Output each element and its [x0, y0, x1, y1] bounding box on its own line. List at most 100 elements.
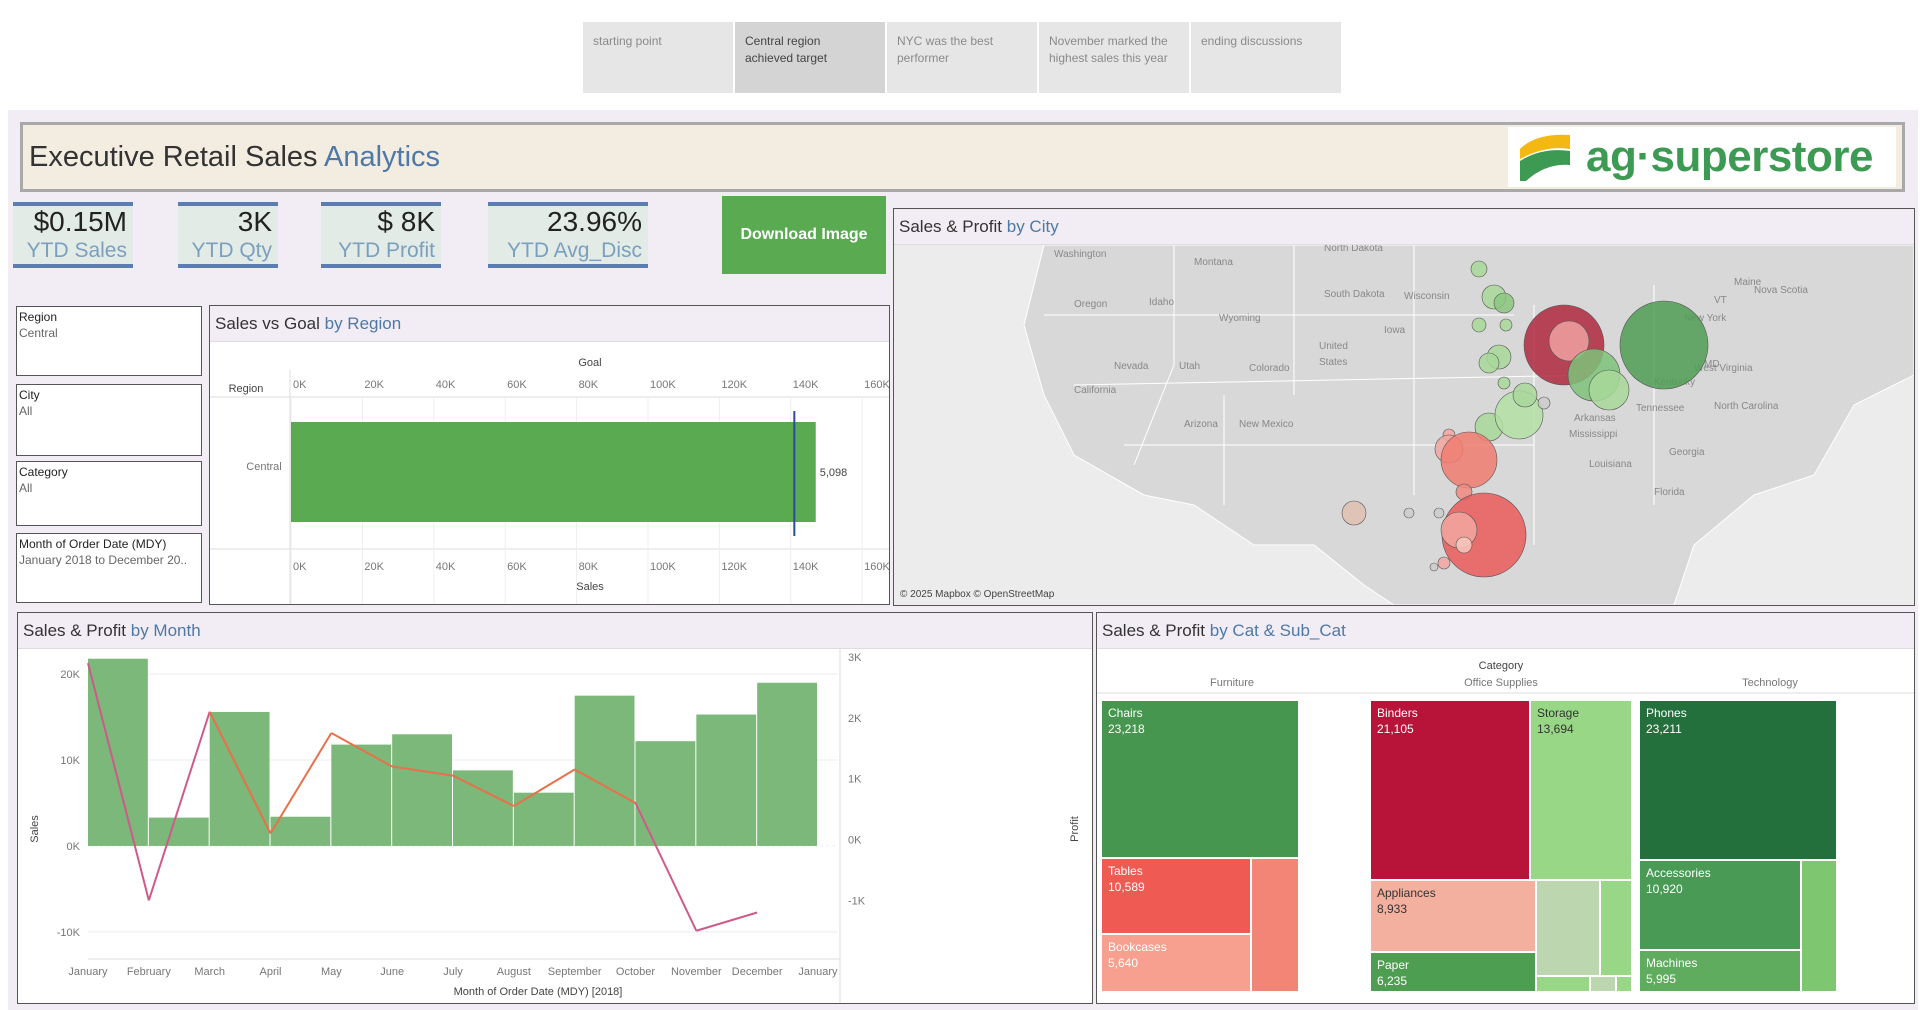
story-tab-label: starting point — [593, 34, 662, 48]
filter-value: All — [19, 481, 33, 495]
kpi-value: 23.96% — [547, 206, 642, 237]
tile-phones[interactable] — [1640, 701, 1836, 859]
tile-furnishings[interactable] — [1252, 859, 1298, 991]
city-bubble[interactable] — [1429, 562, 1439, 572]
map-place-label: West Virginia — [1694, 363, 1753, 374]
city-bubble[interactable] — [1478, 352, 1500, 374]
sales-bar[interactable] — [757, 682, 817, 846]
city-bubble[interactable] — [1455, 536, 1473, 554]
x-tick-label: December — [732, 966, 783, 978]
sales-bar[interactable] — [392, 734, 452, 846]
city-bubble[interactable] — [1548, 320, 1590, 362]
profit-segment[interactable] — [269, 732, 333, 834]
tile-envelopes[interactable] — [1537, 977, 1589, 991]
filter-city[interactable]: City All — [16, 384, 202, 456]
profit-segment[interactable] — [513, 768, 576, 807]
story-tab-central-region[interactable]: Central region achieved target — [735, 22, 885, 93]
top-tick-label: 60K — [507, 379, 527, 391]
sales-bar[interactable] — [331, 744, 392, 846]
city-bubble[interactable] — [1588, 369, 1630, 411]
profit-segment[interactable] — [147, 711, 211, 901]
story-tab-starting-point[interactable]: starting point — [583, 22, 733, 93]
sales-bar[interactable] — [574, 695, 635, 846]
sales-bar[interactable] — [513, 792, 574, 846]
tile-label: Accessories — [1646, 866, 1711, 880]
sales-bar[interactable] — [696, 714, 757, 846]
city-bubbles[interactable] — [1341, 260, 1709, 578]
tile-accessories[interactable] — [1640, 861, 1800, 949]
tile-label: Appliances — [1377, 886, 1436, 900]
tile-appliances[interactable] — [1371, 881, 1535, 951]
profit-segment[interactable] — [574, 768, 636, 804]
story-tab-november[interactable]: November marked the highest sales this ye… — [1039, 22, 1189, 93]
city-bubble[interactable] — [1470, 260, 1488, 278]
tile-labels[interactable] — [1601, 881, 1631, 975]
category-label-office-supplies: Office Supplies — [1464, 677, 1538, 689]
sales-bar[interactable] — [148, 817, 209, 846]
profit-segment[interactable] — [87, 662, 150, 901]
tile-machines[interactable] — [1640, 951, 1800, 991]
tile-chairs[interactable] — [1102, 701, 1298, 857]
sales-bar[interactable] — [88, 658, 148, 846]
story-tab-nyc[interactable]: NYC was the best performer — [887, 22, 1037, 93]
profit-line[interactable] — [87, 662, 758, 932]
story-tab-label: November marked the — [1049, 34, 1168, 48]
city-bubble[interactable] — [1440, 431, 1498, 489]
city-bubble[interactable] — [1493, 292, 1515, 314]
profit-segment[interactable] — [208, 711, 272, 834]
top-tick-label: 120K — [721, 379, 747, 391]
download-image-button[interactable]: Download Image — [722, 196, 886, 274]
tile-binders[interactable] — [1371, 701, 1529, 879]
city-bubble[interactable] — [1403, 507, 1415, 519]
tile-storage[interactable] — [1531, 701, 1631, 879]
map-place-label: VT — [1714, 295, 1727, 306]
map-place-label: Nova Scotia — [1754, 285, 1808, 296]
filter-month[interactable]: Month of Order Date (MDY) January 2018 t… — [16, 533, 202, 603]
filter-category[interactable]: Category All — [16, 461, 202, 526]
profit-segment[interactable] — [392, 765, 454, 777]
tile-value: 5,640 — [1108, 956, 1138, 970]
map-place-labels: Washington Montana North Dakota South Dakot… — [1054, 243, 1808, 498]
bottom-tick-label: 140K — [793, 561, 819, 573]
bottom-axis-title: Sales — [576, 581, 604, 593]
tile-supplies[interactable] — [1617, 977, 1631, 991]
city-bubble[interactable] — [1619, 300, 1709, 390]
x-tick-label: July — [443, 966, 463, 978]
city-bubble[interactable] — [1499, 318, 1513, 332]
profit-segment[interactable] — [696, 911, 758, 932]
x-tick-label: January — [68, 966, 108, 978]
map-place-label: Washington — [1054, 249, 1106, 260]
map-place-label: MD — [1704, 359, 1720, 370]
map-place-label: Oregon — [1074, 299, 1107, 310]
profit-segment[interactable] — [330, 732, 393, 768]
tile-tables[interactable] — [1102, 859, 1250, 933]
sales-bar[interactable] — [209, 711, 270, 846]
sales-bar[interactable] — [453, 770, 513, 846]
map-place-label: Arkansas — [1574, 413, 1616, 424]
city-bubble[interactable] — [1433, 507, 1445, 519]
tile-copiers[interactable] — [1802, 861, 1836, 991]
city-map[interactable]: Washington Montana North Dakota South Dakot… — [894, 243, 1915, 606]
tile-paper[interactable] — [1371, 953, 1535, 991]
tile-art[interactable] — [1537, 881, 1599, 975]
city-bubble[interactable] — [1537, 396, 1551, 410]
profit-segment[interactable] — [634, 802, 698, 932]
y2-tick-label: 0K — [848, 835, 862, 847]
filter-region[interactable]: Region Central — [16, 306, 202, 376]
story-tab-ending[interactable]: ending discussions — [1191, 22, 1341, 93]
tile-fasteners[interactable] — [1591, 977, 1615, 991]
map-place-label: New Mexico — [1239, 419, 1294, 430]
city-bubble[interactable] — [1497, 376, 1511, 390]
sales-bar[interactable] — [270, 816, 331, 846]
profit-segment[interactable] — [452, 774, 515, 807]
x-tick-label: June — [380, 966, 404, 978]
city-bubble[interactable] — [1341, 500, 1367, 526]
tile-bookcases[interactable] — [1102, 935, 1250, 991]
sales-bar[interactable] — [291, 422, 816, 522]
sales-bar[interactable] — [635, 741, 696, 846]
city-bubble[interactable] — [1437, 556, 1451, 570]
x-tick-label: January — [798, 966, 838, 978]
y-tick-labels: 20K 10K 0K -10K — [57, 669, 81, 939]
city-bubble[interactable] — [1512, 382, 1538, 408]
city-bubble[interactable] — [1471, 317, 1487, 333]
